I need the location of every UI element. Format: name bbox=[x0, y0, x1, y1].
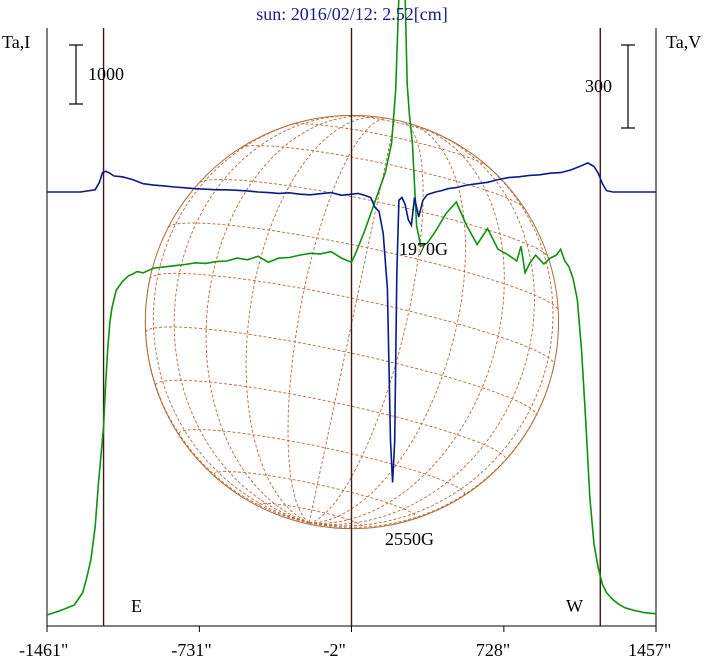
x-tick-label-4: 1457" bbox=[628, 640, 671, 660]
longitude-line bbox=[309, 152, 554, 527]
x-tick-label-0: -1461" bbox=[19, 640, 68, 660]
longitude-line bbox=[245, 116, 379, 524]
longitude-line bbox=[309, 128, 505, 524]
latitude-line bbox=[155, 379, 507, 460]
longitude-line bbox=[205, 115, 365, 524]
latitude-line bbox=[149, 272, 555, 365]
longitude-line bbox=[309, 121, 424, 524]
longitude-line bbox=[152, 118, 313, 524]
annotation-lower-field: 2550G bbox=[385, 529, 434, 549]
latitude-line bbox=[241, 145, 525, 208]
longitude-line bbox=[173, 114, 349, 524]
chart-title: sun: 2016/02/12: 2.52[cm] bbox=[256, 4, 448, 24]
left-scale-bar bbox=[69, 44, 83, 105]
latitude-line bbox=[199, 179, 549, 257]
right-axis-label: Ta,V bbox=[666, 32, 701, 52]
x-tick-label-3: 728" bbox=[476, 640, 510, 660]
right-scale-label: 300 bbox=[585, 76, 612, 96]
longitude-line bbox=[309, 364, 555, 528]
latitude-line bbox=[178, 429, 466, 495]
stokes-v-line bbox=[47, 162, 656, 483]
annotation-upper-field: 1970G bbox=[399, 239, 448, 259]
west-label: W bbox=[566, 596, 583, 616]
x-tick-label-1: -731" bbox=[171, 640, 211, 660]
longitude-line bbox=[144, 278, 310, 524]
solar-disk-grid bbox=[144, 114, 560, 530]
x-tick-labels: -1461" -731" -2" 728" 1457" bbox=[19, 640, 671, 660]
left-axis-label: Ta,I bbox=[2, 32, 30, 52]
stokes-i-line bbox=[46, 0, 657, 616]
x-tick-label-2: -2" bbox=[324, 640, 346, 660]
right-scale-bar bbox=[621, 44, 635, 129]
east-label: E bbox=[131, 596, 142, 616]
longitude-line bbox=[287, 118, 387, 524]
left-scale-label: 1000 bbox=[88, 64, 124, 84]
longitude-line bbox=[309, 123, 466, 524]
x-tick-marks bbox=[46, 626, 657, 632]
latitude-line bbox=[145, 326, 537, 416]
longitude-line bbox=[309, 134, 535, 525]
vertical-marker-lines bbox=[102, 28, 601, 626]
longitude-line bbox=[308, 120, 396, 523]
